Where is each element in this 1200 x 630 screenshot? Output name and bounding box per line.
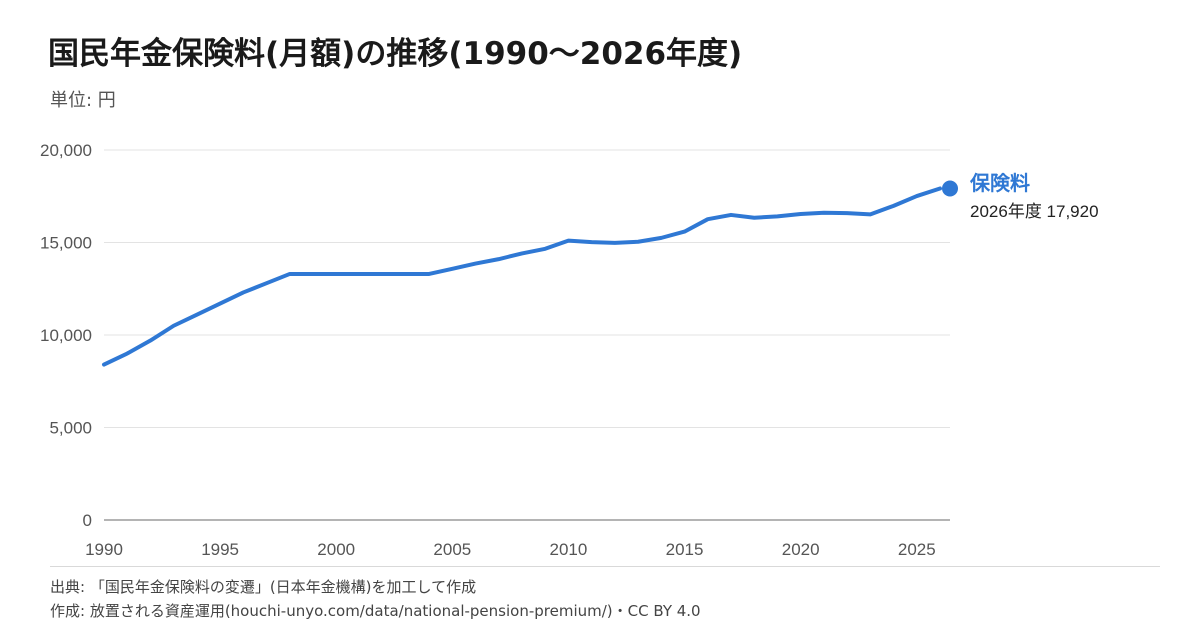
x-tick-label: 2005 xyxy=(433,540,471,559)
unit-label: 単位: 円 xyxy=(50,90,116,111)
end-value-label: 2026年度 17,920 xyxy=(970,202,1099,221)
y-tick-label: 5,000 xyxy=(49,419,92,438)
x-tick-label: 2025 xyxy=(898,540,936,559)
credit-note: 作成: 放置される資産運用(houchi-unyo.com/data/natio… xyxy=(50,602,701,620)
x-tick-label: 1995 xyxy=(201,540,239,559)
x-tick-label: 2000 xyxy=(317,540,355,559)
y-tick-label: 10,000 xyxy=(40,326,92,345)
footer: 出典: 「国民年金保険料の変遷」(日本年金機構)を加工して作成 作成: 放置され… xyxy=(50,566,1160,623)
y-tick-label: 0 xyxy=(83,511,92,530)
series-name-label: 保険料 xyxy=(969,171,1030,195)
source-note: 出典: 「国民年金保険料の変遷」(日本年金機構)を加工して作成 xyxy=(50,578,477,596)
chart-title: 国民年金保険料(月額)の推移(1990〜2026年度) xyxy=(48,36,743,72)
y-axis-ticks: 0 5,000 10,000 15,000 20,000 xyxy=(40,141,92,530)
x-tick-label: 2010 xyxy=(550,540,588,559)
end-point-marker xyxy=(942,180,958,197)
series-line xyxy=(102,186,942,367)
y-tick-label: 15,000 xyxy=(40,234,92,253)
y-tick-label: 20,000 xyxy=(40,141,92,160)
series-group: 保険料 2026年度 17,920 xyxy=(102,171,1099,367)
gridlines xyxy=(104,149,950,428)
x-tick-label: 1990 xyxy=(85,540,123,559)
x-tick-label: 2015 xyxy=(666,540,704,559)
x-tick-label: 2020 xyxy=(782,540,820,559)
x-axis-ticks: 1990 1995 2000 2005 2010 2015 2020 2025 xyxy=(85,540,936,559)
